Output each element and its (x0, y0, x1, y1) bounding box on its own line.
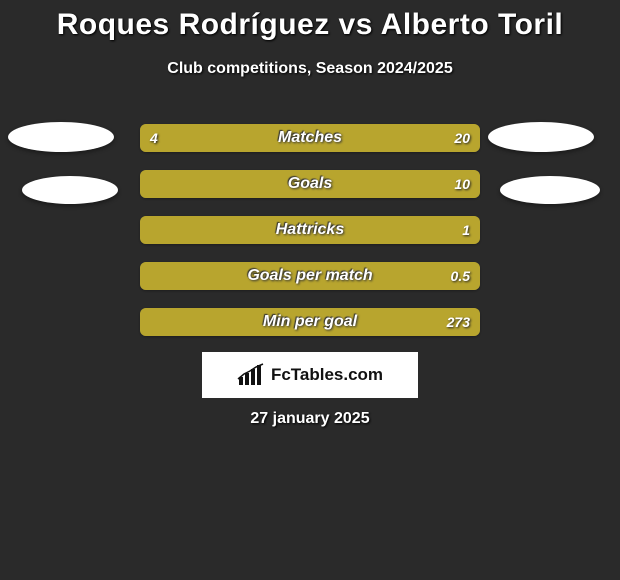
source-logo: FcTables.com (202, 352, 418, 398)
stat-bar: Matches4 20 (140, 124, 480, 152)
bar-value-right: 20 (454, 124, 470, 152)
stat-bar: Goals10 (140, 170, 480, 198)
bar-value-right: 1 (462, 216, 470, 244)
stat-bar: Goals per match0.5 (140, 262, 480, 290)
bar-value-right: 0.5 (451, 262, 470, 290)
player-photo-placeholder (488, 122, 594, 152)
player-photo-placeholder (500, 176, 600, 204)
bar-label: Goals per match (140, 262, 480, 290)
stat-bar: Hattricks1 (140, 216, 480, 244)
bar-label: Matches (140, 124, 480, 152)
bar-value-right: 10 (454, 170, 470, 198)
bar-label: Min per goal (140, 308, 480, 336)
bar-chart-icon (237, 363, 265, 387)
subtitle: Club competitions, Season 2024/2025 (0, 60, 620, 78)
player-photo-placeholder (22, 176, 118, 204)
bar-label: Hattricks (140, 216, 480, 244)
bars-area: Matches4 20 Goals10 Hattricks1 Goals per mat… (140, 124, 480, 354)
comparison-infographic: Roques Rodríguez vs Alberto Toril Club c… (0, 0, 620, 580)
page-title: Roques Rodríguez vs Alberto Toril (0, 0, 620, 42)
bar-label: Goals (140, 170, 480, 198)
logo-text: FcTables.com (271, 365, 383, 385)
bar-value-left: 4 (150, 124, 158, 152)
player-photo-placeholder (8, 122, 114, 152)
date-label: 27 january 2025 (0, 410, 620, 428)
bar-value-right: 273 (447, 308, 470, 336)
stat-bar: Min per goal273 (140, 308, 480, 336)
